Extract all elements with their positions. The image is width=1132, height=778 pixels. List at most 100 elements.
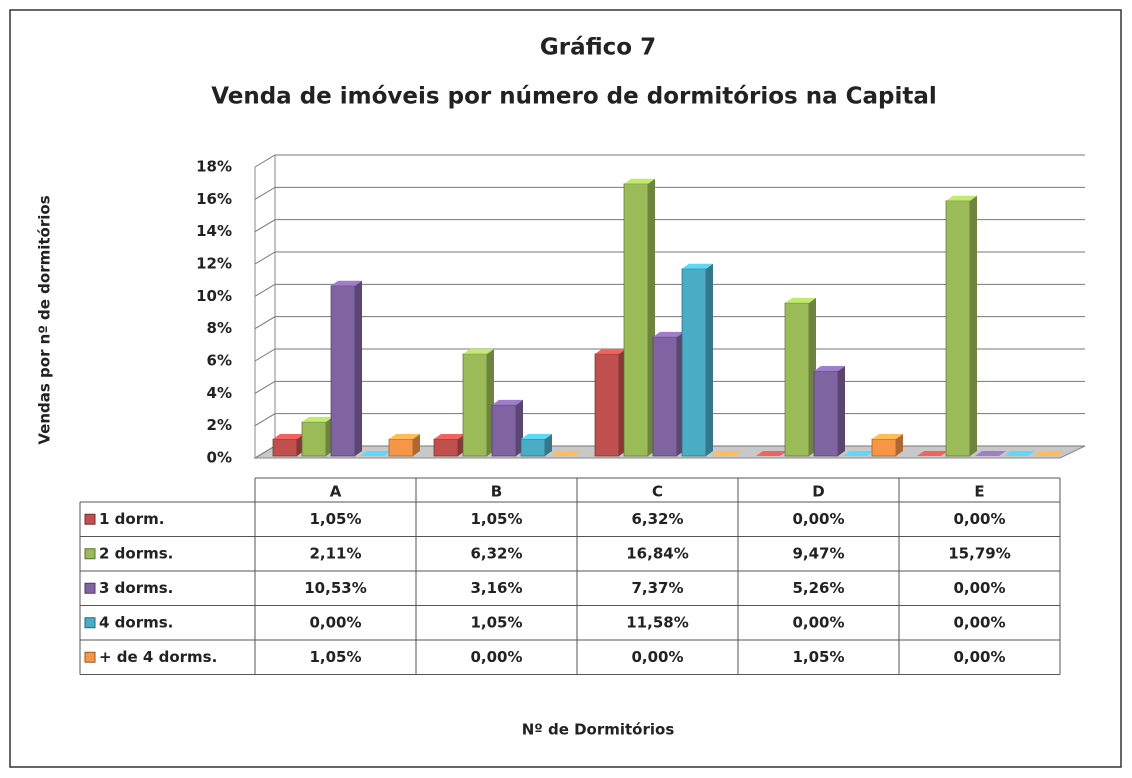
bar-face (814, 365, 845, 371)
bar (272, 434, 304, 457)
bar-face (301, 421, 327, 457)
legend-swatch (84, 582, 96, 594)
legend-label: 4 dorms. (99, 613, 173, 631)
y-tick-label: 12% (196, 255, 232, 273)
table-value: 6,32% (470, 544, 522, 562)
y-tick-label: 2% (207, 416, 232, 434)
table-value: 2,11% (309, 544, 361, 562)
bar-face (355, 280, 362, 456)
y-tick-label: 18% (196, 158, 232, 176)
table-value: 6,32% (631, 510, 683, 528)
bar-face (413, 434, 420, 456)
y-tick-label: 4% (207, 384, 232, 402)
table-value: 0,00% (953, 579, 1005, 597)
bar-face (681, 268, 707, 457)
table-value: 7,37% (631, 579, 683, 597)
x-tick-label: B (491, 483, 502, 501)
bar (945, 195, 977, 457)
bar-face (871, 438, 897, 457)
bar-face (624, 178, 655, 184)
table-value: 10,53% (304, 579, 366, 597)
x-tick-label: C (652, 483, 663, 501)
table-value: 9,47% (792, 544, 844, 562)
table-value: 1,05% (792, 648, 844, 666)
legend-swatch (84, 617, 96, 629)
bar-face (272, 438, 298, 457)
y-axis-title: Vendas por nº de dormitórios (36, 195, 54, 444)
bar (784, 297, 816, 457)
grid-line (254, 283, 1085, 297)
bar-face (872, 434, 903, 440)
bar-face (711, 451, 742, 456)
table-value: 11,58% (626, 613, 688, 631)
bar-face (784, 302, 810, 457)
bar-face (623, 183, 649, 457)
bar-face (946, 195, 977, 201)
bar-face (521, 434, 552, 440)
bar (1004, 451, 1035, 456)
legend-label: 3 dorms. (99, 579, 173, 597)
grid-line (254, 219, 1085, 233)
bar-face (434, 434, 465, 440)
bar (843, 451, 874, 456)
table-value: 15,79% (948, 544, 1010, 562)
bar-face (520, 438, 546, 457)
bar-face (756, 451, 787, 456)
bar (330, 280, 362, 457)
bar-face (843, 451, 874, 456)
bar (813, 365, 845, 457)
x-axis-title: Nº de Dormitórios (522, 721, 675, 739)
bar (871, 434, 903, 457)
table-value: 0,00% (470, 648, 522, 666)
bar-face (595, 348, 626, 354)
bar-face (388, 438, 414, 457)
bar (301, 416, 333, 457)
table-value: 1,05% (309, 648, 361, 666)
legend-swatch (84, 548, 96, 560)
bar-face (331, 280, 362, 286)
bar-face (389, 434, 420, 440)
legend-swatch (84, 513, 96, 525)
bar-face (545, 434, 552, 456)
bar (1033, 451, 1064, 456)
x-tick-label: E (974, 483, 984, 501)
x-tick-label: D (812, 483, 824, 501)
bar (520, 434, 552, 457)
legend-label: 1 dorm. (99, 510, 164, 528)
bar (550, 451, 581, 456)
y-tick-label: 8% (207, 319, 232, 337)
y-tick-label: 16% (196, 190, 232, 208)
bar-face (273, 434, 304, 440)
bar-face (652, 336, 678, 457)
bar-face (917, 451, 948, 456)
grid-line (254, 251, 1085, 265)
bar-face (302, 416, 333, 422)
bar-face (433, 438, 459, 457)
bar-face (594, 353, 620, 457)
bar-face (462, 353, 488, 457)
bar (462, 348, 494, 457)
table-value: 0,00% (309, 613, 361, 631)
legend-label: + de 4 dorms. (99, 648, 217, 666)
bar-face (975, 451, 1006, 456)
y-tick-label: 10% (196, 287, 232, 305)
bar (756, 451, 787, 456)
table-value: 0,00% (953, 510, 1005, 528)
bar (433, 434, 465, 457)
bar (491, 399, 523, 457)
bar-face (491, 404, 517, 457)
table-value: 1,05% (309, 510, 361, 528)
bar-face (682, 263, 713, 269)
bar-face (550, 451, 581, 456)
bar-face (706, 263, 713, 456)
bar (711, 451, 742, 456)
chart-border (9, 9, 1122, 768)
bar-face (785, 297, 816, 303)
table-value: 0,00% (792, 613, 844, 631)
bar-face (653, 331, 684, 337)
bar (975, 451, 1006, 456)
bar-face (838, 365, 845, 456)
bar (652, 331, 684, 457)
table-value: 0,00% (953, 648, 1005, 666)
